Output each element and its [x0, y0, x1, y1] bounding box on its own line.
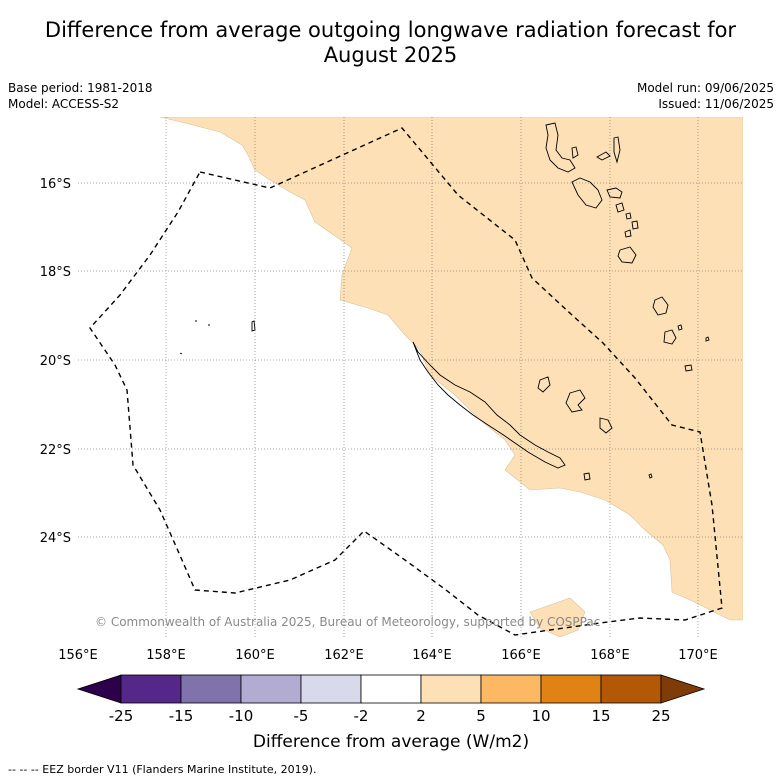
map-area: [78, 117, 743, 637]
issued-text: Issued: 11/06/2025: [658, 97, 774, 111]
colorbar-high-extension: [660, 674, 706, 704]
lon-label: 164°E: [412, 648, 452, 663]
coastline-vanuatu-ambae: [596, 151, 611, 161]
colorbar-tick-label: 10: [531, 707, 550, 725]
base-period-text: Base period: 1981-2018: [8, 81, 153, 95]
coastline-vanuatu-malo: [571, 146, 579, 159]
colorbar-cell: [540, 674, 602, 704]
colorbar-tick-label: -2: [354, 707, 369, 725]
coastline-vanuatu-tanna: [652, 296, 669, 316]
coastlines: [179, 122, 710, 481]
longitude-labels: 156°E 158°E 160°E 162°E 164°E 166°E 168°…: [58, 648, 718, 663]
coastline-vanuatu-epi: [615, 202, 632, 220]
colorbar-tick-label: 2: [416, 707, 426, 725]
latitude-labels: 16°S 18°S 20°S 22°S 24°S: [40, 177, 71, 546]
colorbar-tick-label: -15: [169, 707, 194, 725]
lon-label: 156°E: [58, 648, 98, 663]
colorbar-tick-label: -25: [109, 707, 134, 725]
colorbar-cell: [600, 674, 662, 704]
colorbar-cell: [240, 674, 302, 704]
coastline-vanuatu-futuna: [677, 324, 710, 342]
positive-anomaly-region: [159, 117, 743, 621]
colorbar-cell: [360, 674, 422, 704]
colorbar-cell: [480, 674, 542, 704]
map-title-line-2: August 2025: [323, 43, 458, 67]
lat-label: 18°S: [40, 265, 71, 280]
colorbar-label: Difference from average (W/m2): [253, 732, 529, 752]
lon-label: 168°E: [590, 648, 630, 663]
eez-border: [89, 127, 723, 636]
coastline-chesterfield-islands: [179, 320, 256, 355]
lon-label: 160°E: [235, 648, 275, 663]
copyright-text: © Commonwealth of Australia 2025, Bureau…: [95, 615, 600, 629]
colorbar-tick-label: -5: [294, 707, 309, 725]
lon-label: 170°E: [678, 648, 718, 663]
lat-label: 24°S: [40, 531, 71, 546]
model-run-text: Model run: 09/06/2025: [636, 81, 774, 95]
colorbar-cell: [420, 674, 482, 704]
metadata-right: Model run: 09/06/2025 Issued: 11/06/2025: [637, 80, 774, 112]
coastline-vanuatu-erromango: [617, 246, 637, 264]
lat-label: 16°S: [40, 177, 71, 192]
colorbar-tick-label: 15: [591, 707, 610, 725]
colorbar-cell: [120, 674, 182, 704]
coastline-loyalty-islands: [537, 376, 613, 434]
coastline-vanuatu-ambrym: [606, 187, 623, 199]
lon-label: 166°E: [501, 648, 541, 663]
colorbar-tick-label: 25: [651, 707, 670, 725]
coastline-vanuatu-efate: [624, 220, 639, 238]
metadata-left: Base period: 1981-2018 Model: ACCESS-S2: [8, 80, 153, 112]
coastline-vanuatu-aneityum: [663, 329, 677, 345]
coastline-vanuatu-espiritu-santo: [545, 122, 576, 173]
lon-label: 162°E: [324, 648, 364, 663]
coastline-vanuatu-pentecost: [613, 136, 621, 164]
colorbar-ticks: -25 -15 -10 -5 -2 2 5 10 15 25: [109, 707, 671, 725]
eez-legend-note: -- -- -- EEZ border V11 (Flanders Marine…: [8, 763, 317, 776]
colorbar-cell: [180, 674, 242, 704]
map-title-line-1: Difference from average outgoing longwav…: [44, 18, 737, 42]
colorbar: [76, 674, 706, 704]
lon-label: 158°E: [146, 648, 186, 663]
coastline-hunter-island: [648, 364, 693, 479]
map-title: Difference from average outgoing longwav…: [0, 18, 781, 68]
coastline-isle-of-pines: [583, 472, 591, 481]
coastline-vanuatu-malekula: [571, 177, 603, 209]
lat-label: 22°S: [40, 443, 71, 458]
colorbar-tick-label: 5: [476, 707, 486, 725]
lat-label: 20°S: [40, 354, 71, 369]
colorbar-tick-label: -10: [229, 707, 254, 725]
colorbar-low-extension: [76, 674, 122, 704]
coastline-new-caledonia: [412, 341, 566, 469]
colorbar-cell: [300, 674, 362, 704]
model-text: Model: ACCESS-S2: [8, 97, 120, 111]
